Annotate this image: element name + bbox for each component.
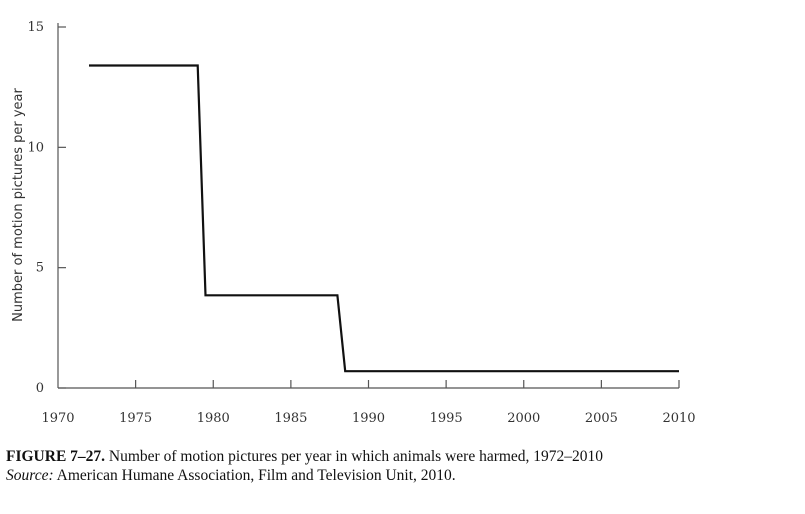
x-ticks: 1970 1975 1980 1985 1990 1995 2000 2005 2010 [41,380,696,426]
chart-area: 0 5 10 15 1970 1975 1980 1985 1990 1995 2000 2005 2… [11,20,696,426]
figure-label: FIGURE 7–27. [6,448,106,465]
figure-caption: FIGURE 7–27. Number of motion pictures p… [6,447,805,485]
x-tick-label: 1975 [119,411,152,426]
x-tick-label: 2010 [662,411,695,426]
series-layer [89,64,679,373]
x-tick-label: 1990 [352,411,385,426]
caption-line: FIGURE 7–27. Number of motion pictures p… [6,447,805,466]
y-tick-label: 0 [36,381,44,396]
x-tick-label: 1985 [274,411,307,426]
y-axis-title: Number of motion pictures per year [11,87,26,321]
y-tick-label: 15 [27,20,44,35]
source-text: American Humane Association, Film and Te… [56,467,456,484]
source-label: Source: [6,467,54,484]
x-tick-label: 2000 [507,411,540,426]
y-ticks: 0 5 10 15 [27,20,66,396]
x-tick-label: 1995 [430,411,463,426]
y-tick-label: 10 [27,140,44,155]
y-tick-label: 5 [36,261,44,276]
source-line: Source: American Humane Association, Fil… [6,466,805,485]
line-chart: 0 5 10 15 1970 1975 1980 1985 1990 1995 2000 2005 2… [11,20,696,426]
x-tick-label: 2005 [585,411,618,426]
figure-text: Number of motion pictures per year in wh… [108,448,604,465]
series-line [89,64,679,373]
x-tick-label: 1970 [41,411,74,426]
x-tick-label: 1980 [197,411,230,426]
